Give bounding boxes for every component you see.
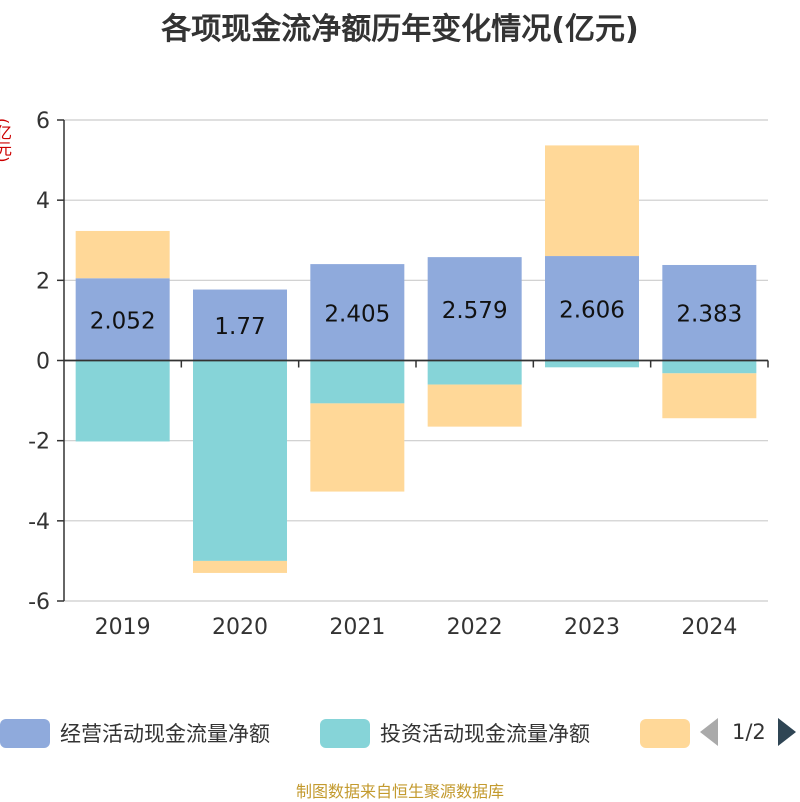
y-tick-label: 2 (36, 269, 50, 294)
legend-next-page-icon[interactable] (777, 718, 796, 746)
legend-prev-page-icon[interactable] (700, 718, 718, 746)
bar-2019-series-0 (75, 278, 170, 361)
bar-2021-series-0 (310, 264, 405, 361)
legend-swatch-operating (0, 718, 50, 748)
legend-item-operating[interactable]: 经营活动现金流量净额 (0, 716, 270, 750)
legend: 经营活动现金流量净额 投资活动现金流量净额 (0, 716, 800, 756)
x-tick-label: 2019 (95, 615, 151, 640)
legend-page-indicator: 1/2 (732, 720, 766, 744)
x-tick-label: 2022 (447, 615, 503, 640)
legend-item-financing[interactable] (640, 716, 700, 750)
legend-label-operating: 经营活动现金流量净额 (60, 722, 270, 746)
legend-pager: 1/2 (700, 718, 796, 746)
bar-2024-series-1 (662, 360, 757, 374)
bar-2020-series-1 (193, 360, 287, 561)
legend-label-investing: 投资活动现金流量净额 (380, 722, 590, 746)
legend-item-investing[interactable]: 投资活动现金流量净额 (320, 716, 590, 750)
data-label-2021: 2.405 (324, 301, 390, 327)
legend-swatch-financing (640, 718, 690, 748)
data-label-2024: 2.383 (676, 302, 742, 328)
bar-2023-series-2 (545, 145, 639, 257)
y-axis-unit: (亿元) (0, 118, 12, 163)
bar-2021-series-2 (310, 403, 405, 492)
x-tick-label: 2023 (564, 615, 620, 640)
data-source-note: 制图数据来自恒生聚源数据库 (295, 782, 504, 801)
y-tick-label: 0 (36, 350, 50, 375)
bar-2019-series-1 (75, 360, 170, 442)
y-tick-label: 4 (36, 189, 50, 214)
bar-2020-series-0 (193, 289, 287, 361)
x-tick-label: 2021 (329, 615, 385, 640)
bar-2021-series-1 (310, 360, 405, 404)
y-tick-label: -6 (28, 590, 50, 615)
bar-2020-series-2 (193, 560, 287, 573)
x-tick-label: 2024 (681, 615, 737, 640)
y-tick-label: 6 (36, 109, 50, 134)
bar-2022-series-1 (427, 360, 522, 385)
x-tick-label: 2020 (212, 615, 268, 640)
bar-2022-series-0 (427, 257, 522, 361)
bar-2019-series-2 (75, 230, 170, 279)
bar-2024-series-0 (662, 264, 757, 361)
data-label-2019: 2.052 (90, 308, 156, 334)
bar-2023-series-0 (545, 256, 639, 361)
bar-2024-series-2 (662, 373, 757, 419)
bar-2022-series-2 (427, 384, 522, 427)
y-tick-label: -2 (28, 430, 50, 455)
legend-swatch-investing (320, 718, 370, 748)
data-label-2023: 2.606 (559, 297, 625, 323)
data-label-2022: 2.579 (442, 298, 508, 324)
bar-2023-series-1 (545, 360, 639, 368)
chart-title: 各项现金流净额历年变化情况(亿元) (161, 12, 639, 47)
bar-chart: 6 4 2 0 -2 -4 -6 2.052 2019 1.77 2020 2.405 2021 2.57… (28, 109, 769, 640)
data-label-2020: 1.77 (214, 314, 265, 340)
y-tick-label: -4 (28, 510, 50, 535)
